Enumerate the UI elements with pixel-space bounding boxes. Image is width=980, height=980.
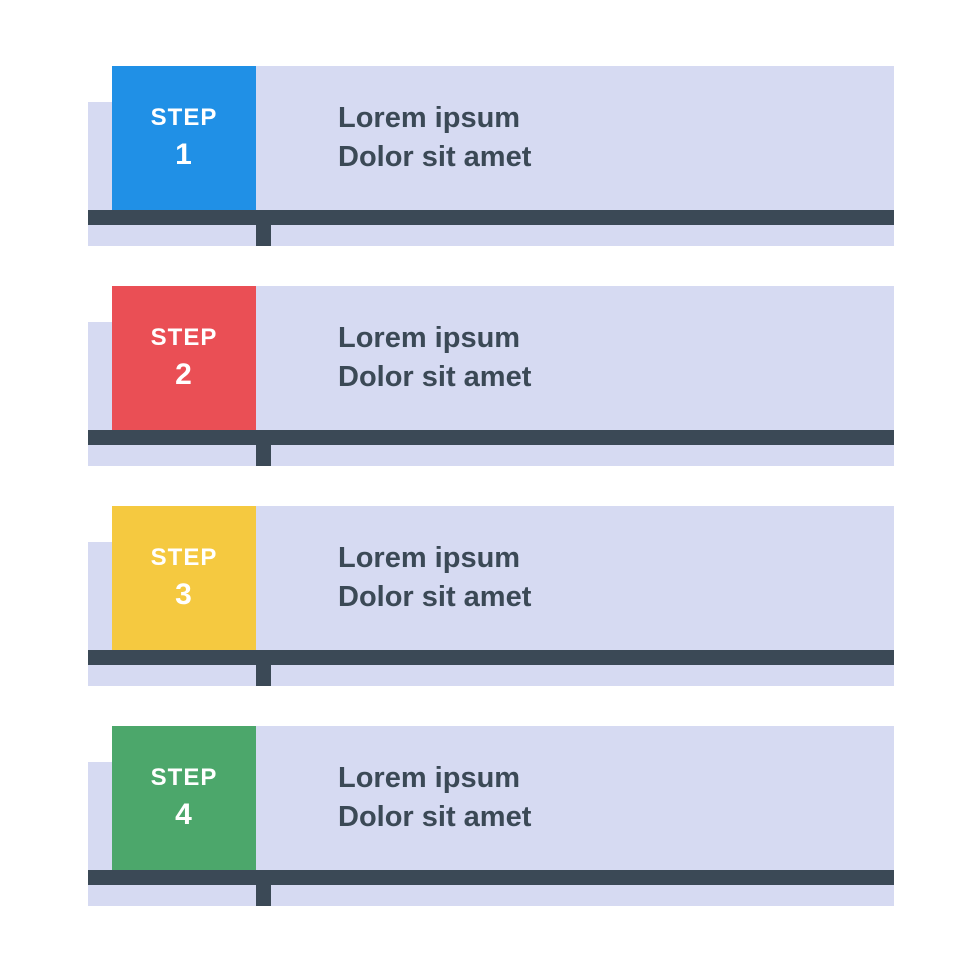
infographic-canvas: STEP1Lorem ipsumDolor sit ametSTEP2Lorem… [0, 0, 980, 980]
step-box: STEP 3 [112, 506, 256, 650]
horizontal-connector [88, 210, 894, 225]
horizontal-connector [88, 650, 894, 665]
step-description: Lorem ipsumDolor sit amet [338, 66, 878, 210]
desc-line-1: Lorem ipsum [338, 319, 878, 358]
step-row: STEP 3 Lorem ipsumDolor sit amet [88, 506, 894, 686]
desc-line-1: Lorem ipsum [338, 99, 878, 138]
step-box: STEP 1 [112, 66, 256, 210]
step-row: STEP 4 Lorem ipsumDolor sit amet [88, 726, 894, 906]
step-description: Lorem ipsumDolor sit amet [338, 726, 878, 870]
step-description: Lorem ipsumDolor sit amet [338, 286, 878, 430]
desc-line-1: Lorem ipsum [338, 759, 878, 798]
step-description: Lorem ipsumDolor sit amet [338, 506, 878, 650]
desc-line-2: Dolor sit amet [338, 358, 878, 397]
desc-line-1: Lorem ipsum [338, 539, 878, 578]
desc-line-2: Dolor sit amet [338, 798, 878, 837]
desc-line-2: Dolor sit amet [338, 138, 878, 177]
step-label: STEP [151, 324, 218, 352]
step-box: STEP 2 [112, 286, 256, 430]
step-label: STEP [151, 104, 218, 132]
step-row: STEP 2 Lorem ipsumDolor sit amet [88, 286, 894, 466]
step-number: 3 [175, 578, 193, 612]
step-row: STEP 1 Lorem ipsumDolor sit amet [88, 66, 894, 246]
step-box: STEP 4 [112, 726, 256, 870]
horizontal-connector [88, 430, 894, 445]
step-label: STEP [151, 544, 218, 572]
step-number: 1 [175, 138, 193, 172]
desc-line-2: Dolor sit amet [338, 578, 878, 617]
horizontal-connector [88, 870, 894, 885]
step-label: STEP [151, 764, 218, 792]
step-number: 2 [175, 358, 193, 392]
step-number: 4 [175, 798, 193, 832]
